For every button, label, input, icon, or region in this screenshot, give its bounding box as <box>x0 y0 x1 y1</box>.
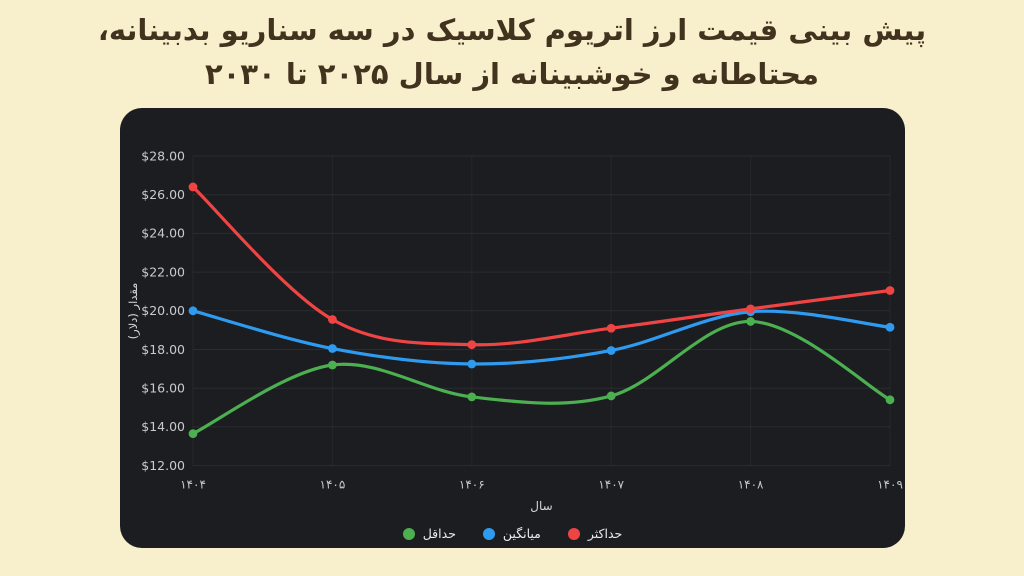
data-point-min[interactable] <box>188 429 198 439</box>
x-axis-tick-labels: ۱۴۰۴ ۱۴۰۵ ۱۴۰۶ ۱۴۰۷ ۱۴۰۸ ۱۴۰۹ <box>180 478 903 492</box>
y-axis-tick-labels: $12.00 $14.00 $16.00 $18.00 $20.00 $22.00 $24.… <box>141 148 185 473</box>
data-point-max[interactable] <box>885 286 895 295</box>
data-point-avg[interactable] <box>606 346 616 355</box>
data-point-min[interactable] <box>606 391 616 401</box>
legend-item-avg[interactable]: میانگین <box>482 526 541 541</box>
data-point-avg[interactable] <box>467 359 477 369</box>
x-tick-label: ۱۴۰۵ <box>320 478 346 492</box>
legend-item-min[interactable]: حداقل <box>402 526 456 541</box>
series-line-min[interactable] <box>191 319 892 436</box>
series-line-max[interactable] <box>191 185 892 347</box>
legend-item-max[interactable]: حداکثر <box>567 526 623 541</box>
x-tick-label: ۱۴۰۴ <box>180 478 206 492</box>
y-tick-label: $26.00 <box>141 187 185 202</box>
legend-label-min: حداقل <box>422 526 456 541</box>
data-point-avg[interactable] <box>188 306 198 316</box>
line-chart: $12.00 $14.00 $16.00 $18.00 $20.00 $22.00 $24.… <box>141 148 903 492</box>
chart-panel: $12.00 $14.00 $16.00 $18.00 $20.00 $22.00 $24.… <box>120 108 905 548</box>
x-tick-label: ۱۴۰۹ <box>877 478 903 492</box>
legend-dot-min <box>402 527 415 540</box>
data-point-max[interactable] <box>188 182 198 192</box>
horizontal-gridlines <box>193 155 890 467</box>
x-tick-label: ۱۴۰۶ <box>459 478 485 492</box>
legend-label-max: حداکثر <box>587 526 623 541</box>
x-axis-title: سال <box>530 499 553 513</box>
y-tick-label: $22.00 <box>141 264 185 279</box>
chart-title-line2: محتاطانه و خوشبینانه از سال ۲۰۲۵ تا ۲۰۳۰ <box>204 57 820 91</box>
data-point-min[interactable] <box>746 317 755 326</box>
legend-dot-max <box>567 527 580 540</box>
y-tick-label: $14.00 <box>141 419 185 434</box>
y-tick-label: $28.00 <box>141 148 185 163</box>
data-point-max[interactable] <box>606 323 616 333</box>
data-point-max[interactable] <box>467 340 477 350</box>
data-point-min[interactable] <box>328 360 337 370</box>
series-lines <box>188 182 895 439</box>
data-point-min[interactable] <box>467 392 477 402</box>
y-tick-label: $12.00 <box>141 458 185 473</box>
chart-title: پیش بینی قیمت ارز اتریوم کلاسیک در سه سن… <box>0 8 1024 96</box>
data-point-avg[interactable] <box>328 344 337 353</box>
data-point-min[interactable] <box>885 395 895 405</box>
x-tick-label: ۱۴۰۷ <box>598 478 624 492</box>
chart-legend: حداقل میانگین حداکثر <box>120 526 905 541</box>
y-tick-label: $24.00 <box>141 226 185 241</box>
data-point-max[interactable] <box>328 315 337 324</box>
data-point-max[interactable] <box>746 304 755 314</box>
y-tick-label: $20.00 <box>141 303 185 318</box>
y-tick-label: $16.00 <box>141 381 185 396</box>
x-tick-label: ۱۴۰۸ <box>738 478 764 492</box>
legend-dot-avg <box>482 527 495 540</box>
legend-label-avg: میانگین <box>502 526 541 541</box>
data-point-avg[interactable] <box>885 322 895 332</box>
y-axis-title: مقدار (دلار) <box>126 282 140 340</box>
y-tick-label: $18.00 <box>141 342 185 357</box>
series-line-avg[interactable] <box>191 309 892 366</box>
chart-title-line1: پیش بینی قیمت ارز اتریوم کلاسیک در سه سن… <box>97 13 927 47</box>
